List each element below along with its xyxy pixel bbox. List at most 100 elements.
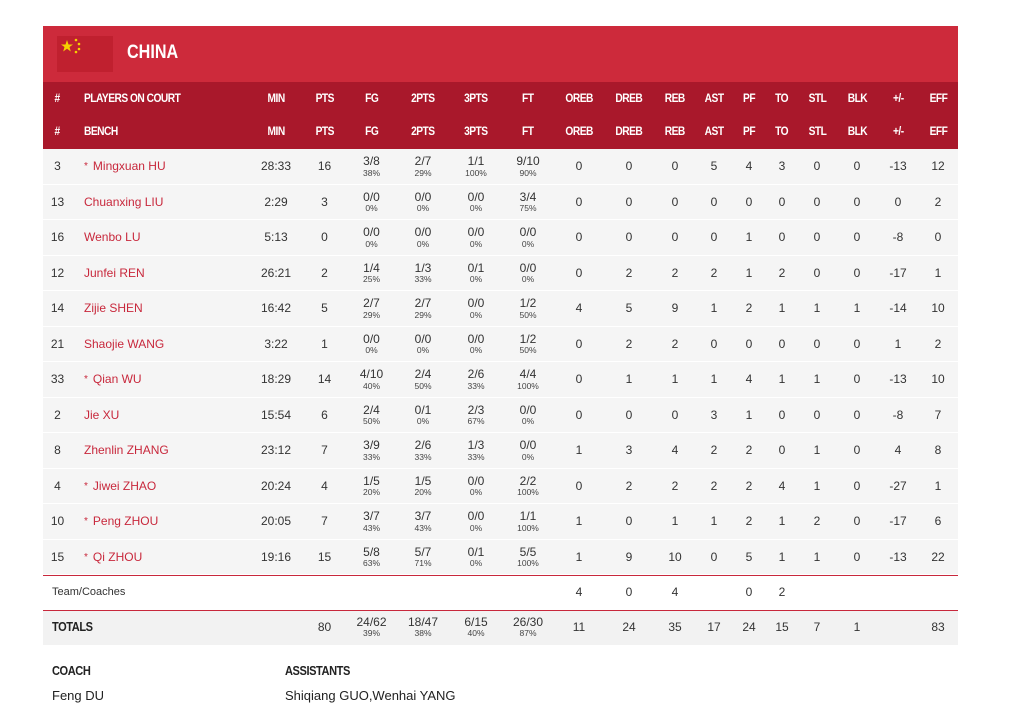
header-text: TO (775, 124, 789, 139)
stat-cell: 0 (836, 504, 878, 540)
stat-cell: 0 (554, 327, 604, 363)
shot-made: 5/8 (363, 544, 380, 559)
player-name[interactable]: Wenbo LU (84, 230, 141, 245)
stat-value: 1 (813, 549, 821, 564)
shot-pct: 50% (519, 309, 537, 320)
stat-value: 3:22 (264, 336, 288, 351)
stat-value: 6 (321, 407, 328, 422)
player-name[interactable]: Shaojie WANG (84, 336, 165, 351)
stat-value: 2 (745, 301, 753, 316)
stat-cell: 1 (918, 256, 958, 292)
stat-value: 12 (931, 159, 945, 174)
stat-value: 1 (671, 372, 679, 387)
header-cell: MIN (250, 82, 302, 116)
stat-cell: 4 (654, 575, 696, 610)
shot-pct: 71% (414, 558, 432, 569)
stat-cell: 0 (918, 220, 958, 256)
player-name[interactable]: Junfei REN (84, 265, 145, 280)
player-name[interactable]: Jie XU (84, 407, 120, 422)
stat-cell: 2 (766, 575, 798, 610)
player-name[interactable]: Zhenlin ZHANG (84, 443, 169, 458)
shot-made: 0/0 (363, 331, 380, 346)
stat-cell: 0 (604, 149, 654, 185)
stat-value: 14 (317, 372, 332, 387)
stat-value: 10 (931, 301, 945, 316)
stat-value: 5 (745, 549, 753, 564)
stat-cell: 3 (604, 433, 654, 469)
shot-pct: 39% (362, 628, 380, 639)
stat-cell: 0 (654, 149, 696, 185)
stat-value: 0 (710, 549, 718, 564)
stat-value: 0 (625, 159, 633, 174)
player-name[interactable]: Zijie SHEN (84, 301, 143, 316)
stat-cell: 0/0 0% (396, 185, 450, 221)
player-name-cell: Junfei REN (84, 256, 249, 292)
team-label: Team/Coaches (52, 586, 126, 599)
stat-cell: 0 (836, 185, 878, 221)
shot-pct: 67% (467, 416, 485, 427)
assistants-label: ASSISTANTS (285, 663, 361, 678)
stat-cell: 18:29 (250, 362, 302, 398)
header-text: FT (522, 91, 534, 106)
stat-cell: 2 (654, 327, 696, 363)
stat-cell: 5 (604, 291, 654, 327)
stat-cell: 4 (878, 433, 918, 469)
stat-value: 0 (625, 407, 633, 422)
header-cell: REB (654, 82, 696, 116)
stat-value: 23:12 (260, 443, 292, 458)
stat-cell: 2 (766, 256, 798, 292)
stat-cell: 4 (654, 433, 696, 469)
header-text: PLAYERS ON COURT (84, 91, 181, 106)
header-cell: PF (732, 115, 766, 149)
shot-pct: 63% (362, 558, 380, 569)
stat-cell: 1 (554, 540, 604, 576)
shot-pct: 38% (362, 167, 380, 178)
stat-value: 2 (625, 478, 633, 493)
stat-value: 10 (931, 372, 945, 387)
stat-cell: 0 (554, 362, 604, 398)
header-cell: # (43, 82, 72, 116)
shot-pct: 33% (414, 451, 432, 462)
stat-cell: 1 (654, 504, 696, 540)
stat-value: 15 (317, 549, 332, 564)
stat-value: 20:24 (260, 478, 292, 493)
stat-cell: 3/8 38% (347, 149, 396, 185)
shot-made: 2/6 (467, 367, 485, 382)
stat-cell: 5 (302, 291, 347, 327)
stat-value: 2 (671, 336, 679, 351)
stat-value: 5 (321, 301, 328, 316)
stat-cell: 6/15 40% (450, 610, 502, 645)
player-name[interactable]: Jiwei ZHAO (92, 478, 157, 493)
stat-value: 1 (321, 336, 328, 351)
stat-value: 0 (813, 407, 821, 422)
player-name-cell: Jie XU (84, 398, 249, 434)
stat-cell: 2 (918, 185, 958, 221)
number-text: 33 (50, 372, 65, 387)
stat-value: 2 (813, 514, 821, 529)
stat-cell: 1/3 33% (396, 256, 450, 292)
player-name[interactable]: Mingxuan HU (92, 159, 166, 174)
stat-value: 1 (671, 514, 679, 529)
header-text: DREB (615, 91, 643, 106)
header-text: +/- (892, 124, 904, 139)
stat-value: 0 (853, 549, 861, 564)
shot-made: 24/62 (356, 615, 387, 630)
stat-cell: 1/1 100% (450, 149, 502, 185)
shot-made: 0/0 (467, 225, 485, 240)
stat-value: -8 (892, 230, 904, 245)
player-name[interactable]: Qi ZHOU (92, 549, 143, 564)
player-name[interactable]: Chuanxing LIU (84, 194, 164, 209)
stat-value: 1 (853, 301, 861, 316)
shot-made: 4/10 (359, 367, 384, 382)
row-bg (43, 291, 958, 327)
shot-made: 0/0 (519, 260, 537, 275)
stat-value: 9 (625, 549, 633, 564)
player-name[interactable]: Qian WU (92, 372, 142, 387)
stat-value: 2 (745, 478, 753, 493)
stat-value: 2 (321, 265, 328, 280)
player-name[interactable]: Peng ZHOU (92, 514, 159, 529)
shot-made: 0/0 (519, 225, 537, 240)
stat-value: -27 (889, 478, 907, 493)
stat-value: 0 (625, 194, 633, 209)
stat-value: 0 (813, 230, 821, 245)
